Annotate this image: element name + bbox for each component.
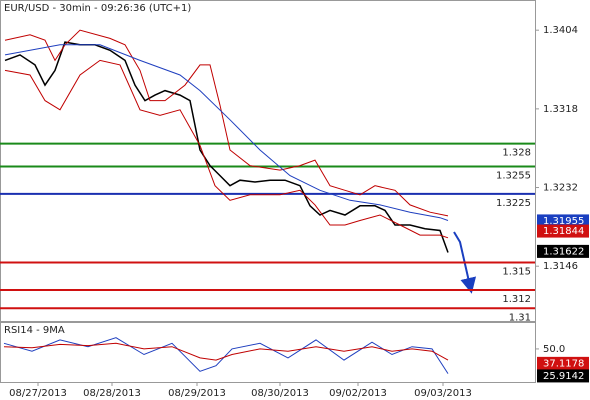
- value-tag-label: 1.31955: [543, 216, 584, 227]
- value-tag-label: 25.9142: [543, 371, 584, 382]
- value-tag: [537, 244, 589, 258]
- level-label: 1.328: [502, 148, 531, 159]
- forecast-arrow: [453, 231, 477, 294]
- series-line: [3, 342, 449, 361]
- y-tick-label: 1.3146: [543, 261, 578, 272]
- value-tag: [537, 369, 589, 383]
- level-label: 1.3255: [496, 170, 531, 181]
- series-line: [4, 29, 449, 217]
- y-tick-label: 1.3232: [543, 183, 578, 194]
- x-tick-label: 09/02/2013: [329, 388, 387, 399]
- level-label: 1.315: [502, 267, 531, 278]
- series-line: [4, 44, 449, 221]
- value-tag: [537, 214, 589, 228]
- y-tick-label: 1.3318: [543, 104, 578, 115]
- y-tick-label: 50.0: [543, 344, 565, 355]
- level-label: 1.31: [509, 312, 531, 323]
- rsi-title: RSI14 - 9MA: [4, 325, 65, 336]
- price-panel: [0, 0, 536, 322]
- value-tag: [537, 224, 589, 238]
- chart-title: EUR/USD - 30min - 09:26:36 (UTC+1): [4, 3, 191, 14]
- value-tag: [537, 356, 589, 370]
- value-tag-label: 1.31844: [543, 226, 584, 237]
- series-line: [3, 337, 449, 374]
- x-tick-label: 09/03/2013: [414, 388, 472, 399]
- rsi-panel: [0, 322, 536, 383]
- level-label: 1.3225: [496, 198, 531, 209]
- y-tick-label: 1.3404: [543, 25, 578, 36]
- series-line: [4, 59, 449, 239]
- x-tick-label: 08/28/2013: [83, 388, 141, 399]
- x-tick-label: 08/30/2013: [251, 388, 309, 399]
- x-tick-label: 08/27/2013: [9, 388, 67, 399]
- x-tick-label: 08/29/2013: [168, 388, 226, 399]
- value-tag-label: 1.31622: [543, 246, 584, 257]
- level-label: 1.312: [502, 294, 531, 305]
- value-tag-label: 37.1178: [543, 358, 584, 369]
